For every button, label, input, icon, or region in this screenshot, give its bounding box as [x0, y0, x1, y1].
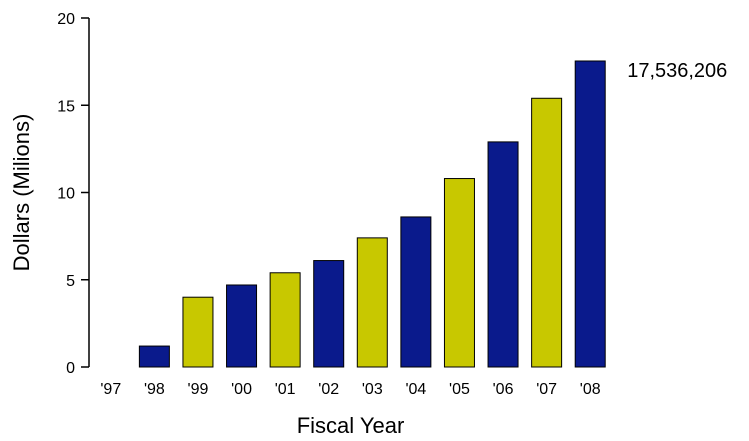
y-tick-label: 15	[57, 98, 75, 115]
bar	[531, 97, 563, 368]
y-axis: 0 5 10 15 20	[57, 11, 90, 377]
bar	[443, 178, 475, 368]
bar	[269, 272, 301, 368]
x-tick-label: '05	[449, 381, 470, 398]
bar	[356, 237, 388, 368]
x-tick-label: '99	[188, 381, 209, 398]
bar	[182, 296, 214, 368]
x-tick-label: '01	[275, 381, 296, 398]
x-tick-label: '98	[144, 381, 165, 398]
bar	[313, 260, 345, 368]
data-labels: 17,536,206	[627, 60, 727, 82]
y-axis-title: Dollars (Milions)	[9, 114, 34, 272]
x-tick-label: '02	[318, 381, 339, 398]
y-tick-label: 0	[66, 360, 75, 377]
x-tick-label: '00	[231, 381, 252, 398]
x-tick-label: '04	[405, 381, 426, 398]
x-axis: '97 '98 '99 '00 '01 '02 '03 '04 '05 '06 '07 '08	[100, 381, 600, 398]
data-label: 17,536,206	[627, 60, 727, 82]
x-tick-label: '06	[493, 381, 514, 398]
y-tick-label: 20	[57, 11, 75, 28]
y-tick-label: 10	[57, 186, 75, 203]
x-tick-label: '08	[580, 381, 601, 398]
x-axis-title: Fiscal Year	[297, 413, 405, 438]
x-tick-label: '07	[536, 381, 557, 398]
y-tick-label: 5	[66, 273, 75, 290]
bar	[574, 60, 606, 368]
x-tick-label: '03	[362, 381, 383, 398]
bar	[226, 284, 258, 368]
bar	[487, 141, 519, 368]
bars	[138, 60, 606, 368]
bar	[400, 216, 432, 368]
bar	[138, 345, 170, 368]
x-tick-label: '97	[100, 381, 121, 398]
